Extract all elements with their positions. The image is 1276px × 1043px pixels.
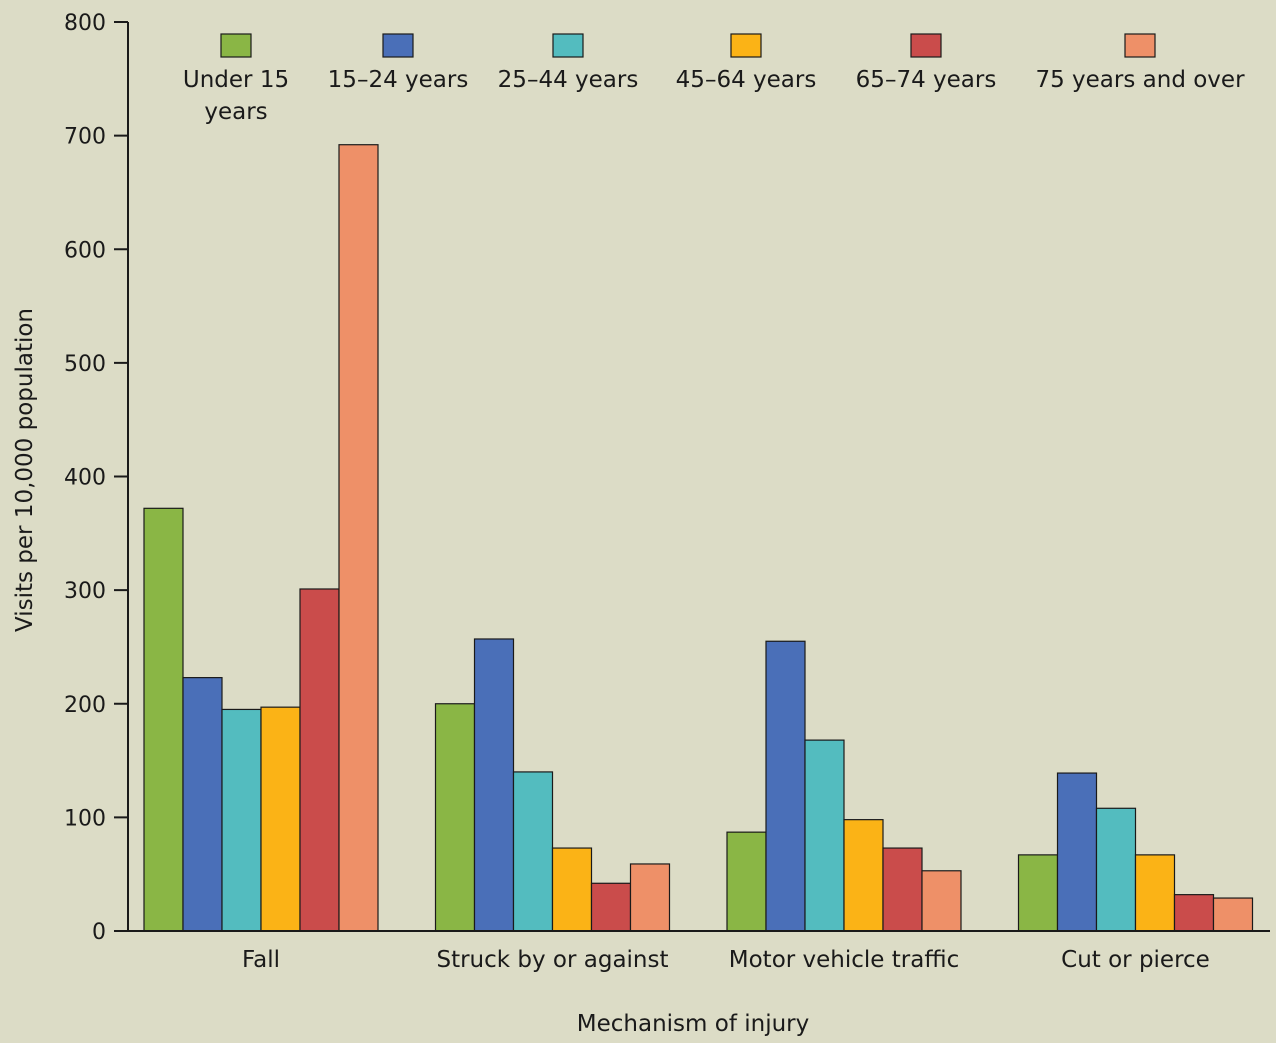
bar xyxy=(804,739,845,932)
bar xyxy=(551,847,593,932)
y-axis-ticks: 0 100 200 300 400 500 600 700 800 xyxy=(64,11,128,945)
legend-label: years xyxy=(204,99,267,125)
bar xyxy=(765,640,806,932)
legend-swatch xyxy=(910,33,942,58)
legend-label: Under 15 xyxy=(183,67,289,93)
bars xyxy=(143,144,1254,932)
bar xyxy=(1095,807,1137,932)
y-tick-label: 300 xyxy=(64,579,106,604)
bar xyxy=(260,706,301,932)
bar xyxy=(1212,897,1254,932)
x-category-label: Struck by or against xyxy=(436,947,668,973)
y-tick-label: 100 xyxy=(64,806,106,831)
y-tick-label: 600 xyxy=(64,238,106,263)
y-tick-label: 200 xyxy=(64,693,106,718)
y-axis-title: Visits per 10,000 population xyxy=(12,308,38,632)
legend-label: 75 years and over xyxy=(1035,67,1245,93)
bar xyxy=(143,507,184,932)
bar xyxy=(590,882,632,932)
x-category-label: Motor vehicle traffic xyxy=(729,947,959,973)
bar xyxy=(299,588,340,932)
bar xyxy=(1173,894,1215,932)
bar xyxy=(843,819,884,932)
bar xyxy=(221,708,262,932)
y-tick-label: 500 xyxy=(64,352,106,377)
bar xyxy=(629,863,671,932)
bar xyxy=(882,847,923,932)
legend-label: 15–24 years xyxy=(328,67,469,93)
bar xyxy=(1056,772,1098,932)
bar xyxy=(473,638,515,932)
bar xyxy=(338,144,379,932)
bar xyxy=(921,870,962,932)
y-tick-label: 800 xyxy=(64,11,106,36)
legend-swatch xyxy=(1124,33,1156,58)
legend-swatch xyxy=(382,33,414,58)
y-tick-label: 400 xyxy=(64,466,106,491)
x-category-label: Cut or pierce xyxy=(1061,947,1210,973)
legend-label: 25–44 years xyxy=(498,67,639,93)
bar xyxy=(1134,854,1176,932)
axes xyxy=(114,22,1270,932)
bar xyxy=(1017,854,1059,932)
legend-swatch xyxy=(552,33,584,58)
bar xyxy=(182,677,223,932)
legend: Under 15 years 15–24 years 25–44 years 45–64… xyxy=(183,33,1245,125)
legend-swatch xyxy=(730,33,762,58)
legend-label: 45–64 years xyxy=(676,67,817,93)
bar xyxy=(726,831,767,932)
x-axis-title: Mechanism of injury xyxy=(577,1011,809,1037)
legend-label: 65–74 years xyxy=(856,67,997,93)
bar xyxy=(434,703,476,932)
legend-swatch xyxy=(220,33,252,58)
bar xyxy=(512,771,554,932)
x-axis-category-labels: Fall Struck by or against Motor vehicle tr… xyxy=(242,947,1210,973)
y-tick-label: 0 xyxy=(92,920,106,945)
x-category-label: Fall xyxy=(242,947,280,973)
y-tick-label: 700 xyxy=(64,125,106,150)
